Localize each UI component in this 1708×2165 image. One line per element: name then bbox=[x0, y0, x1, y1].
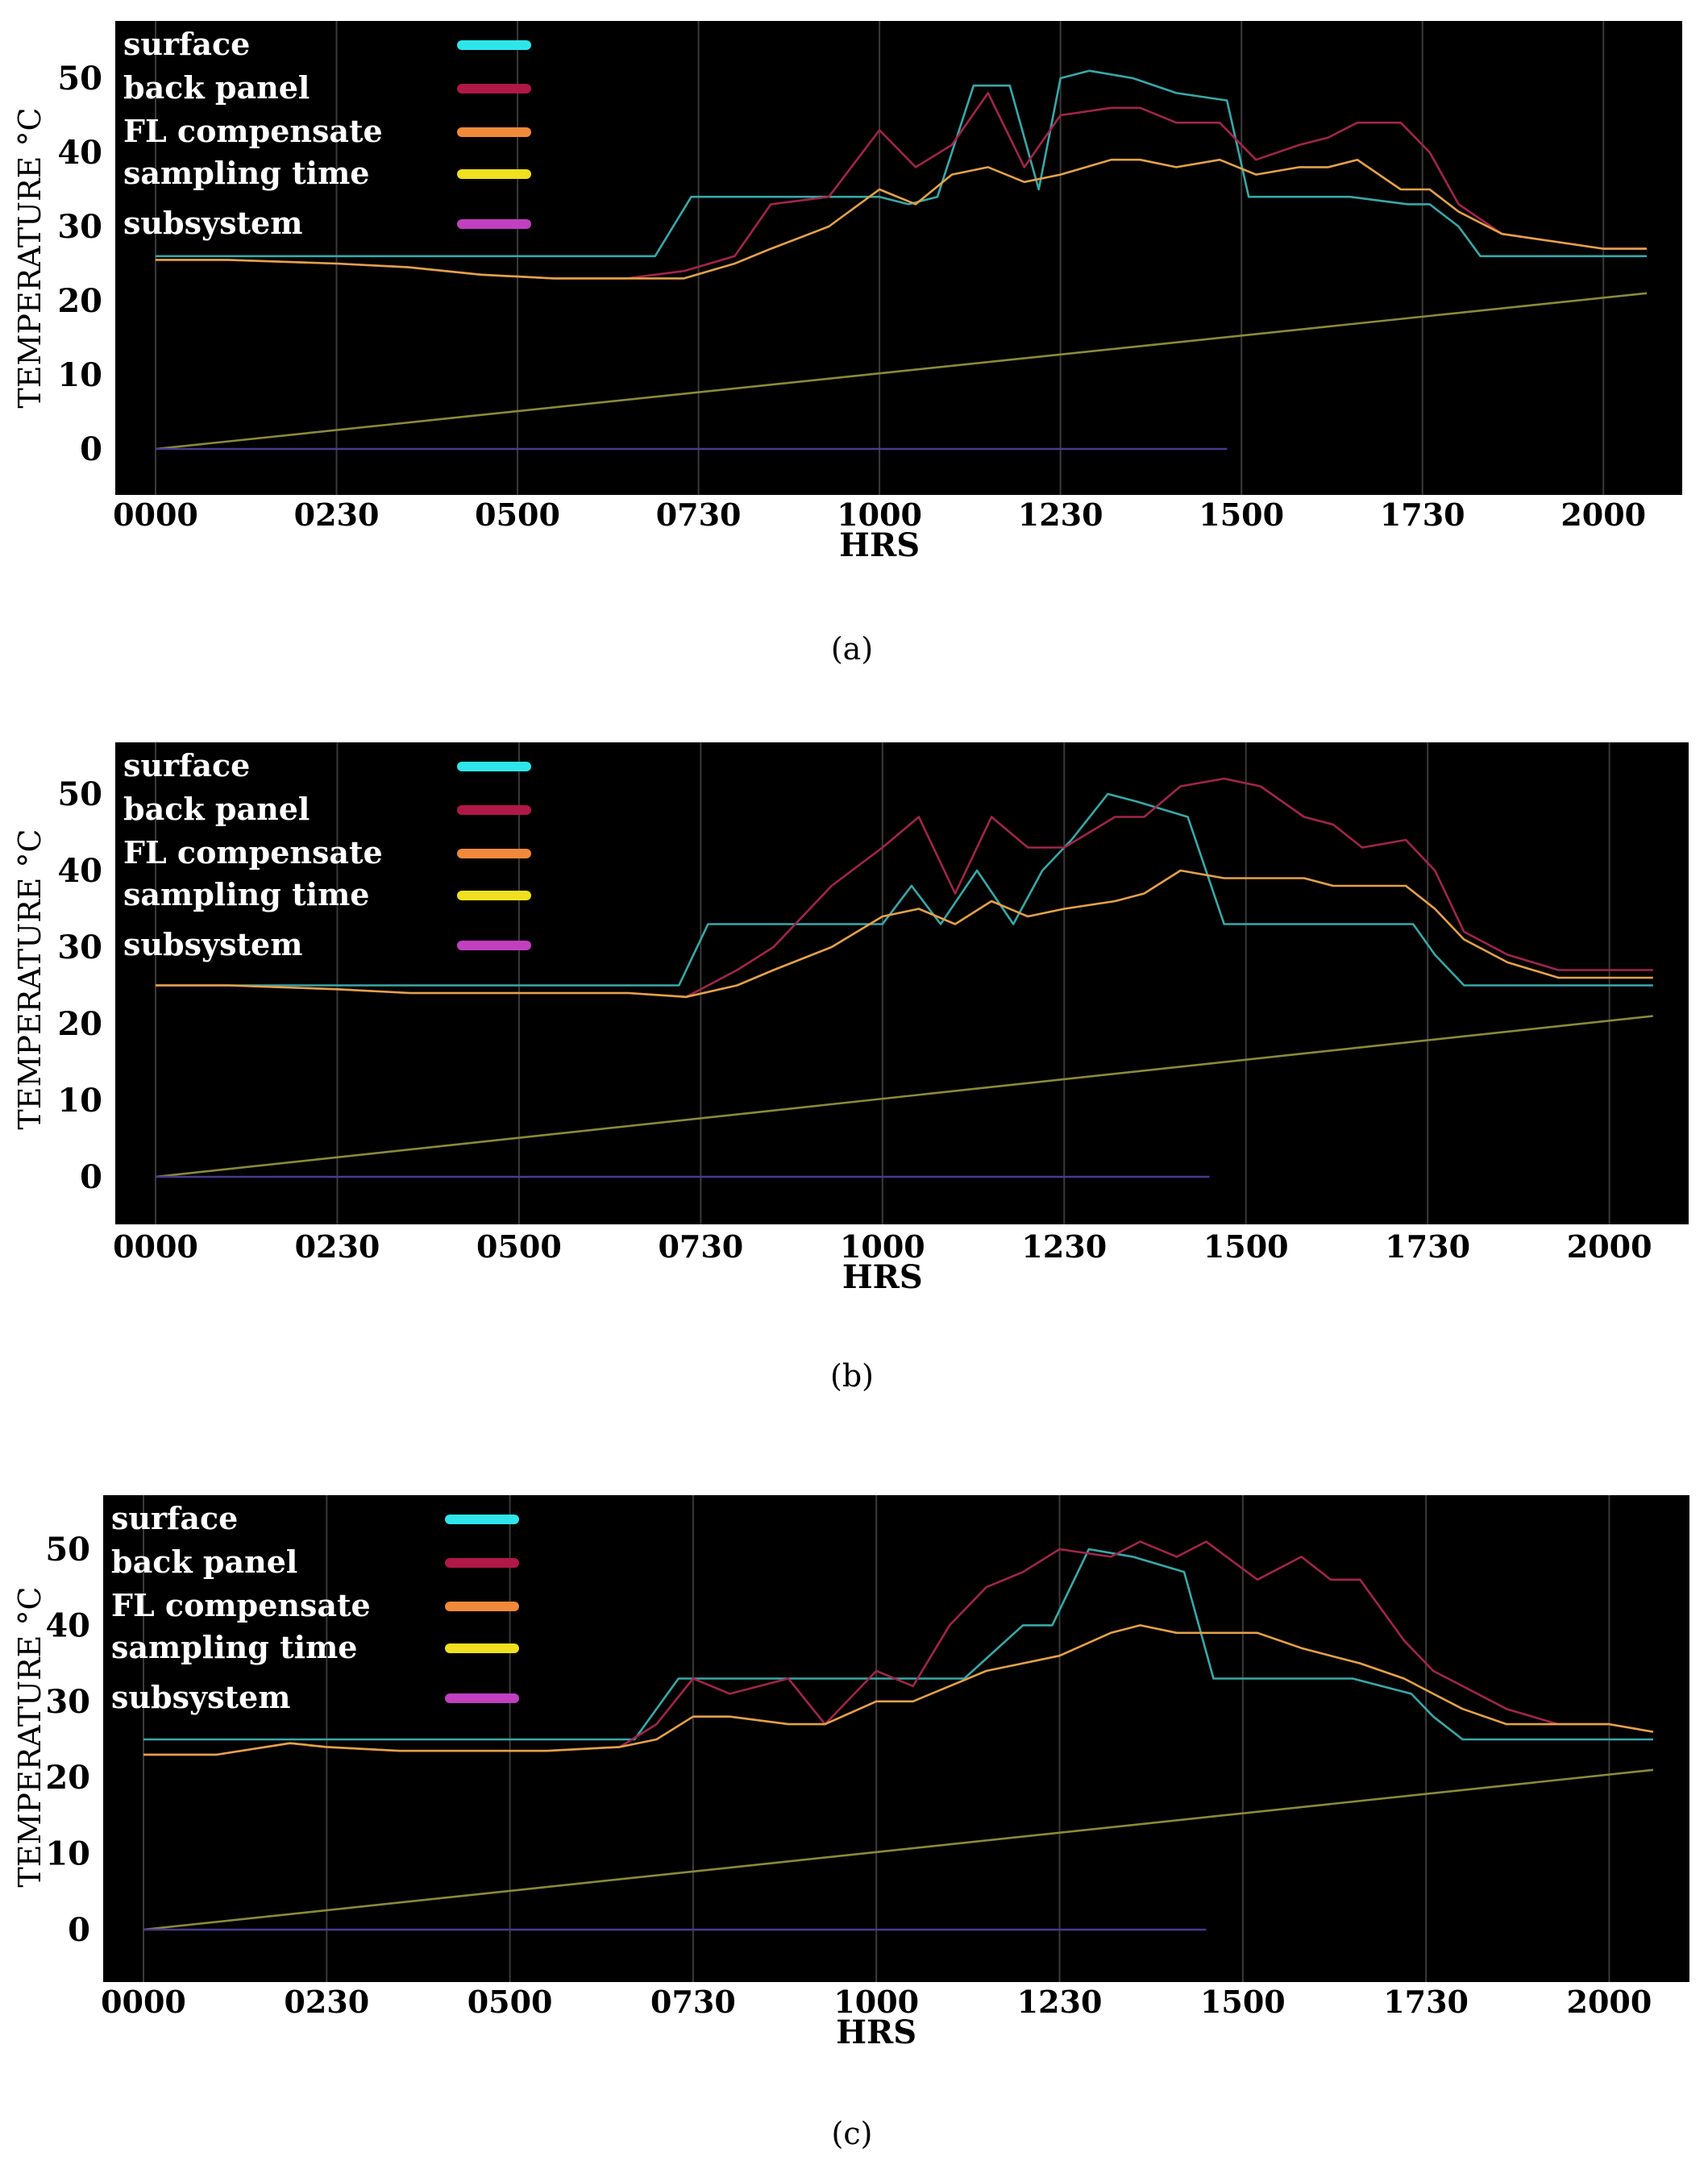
x-axis-label: HRS bbox=[836, 2013, 916, 2051]
x-tick-label: 0230 bbox=[284, 1984, 369, 2020]
y-axis-label: TEMPERATURE °C bbox=[12, 1586, 48, 1887]
x-tick-label: 0500 bbox=[476, 1228, 562, 1265]
x-tick-label: 2000 bbox=[1567, 1228, 1652, 1265]
x-tick-label: 1230 bbox=[1017, 1984, 1103, 2020]
series-group bbox=[155, 777, 1653, 1178]
x-tick-label: 2000 bbox=[1560, 497, 1646, 533]
x-tick-label: 1000 bbox=[840, 1228, 925, 1265]
x-axis-label: HRS bbox=[842, 1258, 923, 1296]
series-line-fl-compensate bbox=[156, 869, 1653, 999]
x-tick-label: 0000 bbox=[113, 497, 198, 533]
x-tick-label: 1500 bbox=[1199, 497, 1284, 533]
legend-label: back panel bbox=[123, 69, 310, 106]
legend: surface back panel FL compensate sampling t… bbox=[123, 26, 531, 241]
x-tick-label: 0500 bbox=[475, 497, 560, 533]
series-line-sampling-time bbox=[143, 1768, 1654, 1931]
x-tick-label: 1230 bbox=[1018, 497, 1103, 533]
y-tick-label: 0 bbox=[68, 1911, 90, 1949]
y-tick-label: 40 bbox=[45, 1606, 90, 1644]
legend-label: subsystem bbox=[123, 926, 302, 962]
y-tick-label: 20 bbox=[57, 1005, 102, 1043]
y-tick-label: 50 bbox=[45, 1531, 90, 1569]
x-tick-label: 0500 bbox=[468, 1984, 553, 2020]
legend-label: sampling time bbox=[123, 155, 369, 191]
legend-label: surface bbox=[111, 1500, 238, 1536]
y-tick-label: 10 bbox=[45, 1835, 90, 1873]
x-tick-label: 1000 bbox=[833, 1984, 919, 2020]
y-axis-label: TEMPERATURE °C bbox=[12, 107, 48, 408]
panel-caption: (a) bbox=[831, 631, 873, 667]
x-tick-label: 0230 bbox=[295, 1228, 380, 1265]
legend-label: sampling time bbox=[111, 1629, 357, 1665]
legend-label: subsystem bbox=[123, 205, 302, 241]
y-tick-label: 10 bbox=[57, 356, 102, 394]
y-tick-label: 40 bbox=[57, 852, 102, 890]
x-tick-label: 0730 bbox=[650, 1984, 736, 2020]
x-tick-label: 1500 bbox=[1200, 1984, 1286, 2020]
x-tick-label: 1730 bbox=[1385, 1228, 1470, 1265]
x-tick-label: 0230 bbox=[294, 497, 380, 533]
chart-panel-3: surface back panel FL compensate sampling t… bbox=[12, 1495, 1689, 2151]
series-line-fl-compensate bbox=[156, 158, 1648, 280]
x-tick-label: 1730 bbox=[1383, 1984, 1469, 2020]
y-tick-label: 30 bbox=[45, 1683, 90, 1721]
y-tick-label: 0 bbox=[80, 430, 102, 468]
x-tick-label: 0000 bbox=[101, 1984, 186, 2020]
x-tick-label: 0730 bbox=[658, 1228, 743, 1265]
series-line-sampling-time bbox=[155, 292, 1648, 451]
y-tick-label: 50 bbox=[57, 60, 102, 98]
x-tick-label: 1000 bbox=[837, 497, 922, 533]
series-line-sampling-time bbox=[155, 1015, 1653, 1178]
x-tick-label: 0000 bbox=[113, 1228, 198, 1265]
y-tick-label: 20 bbox=[57, 282, 102, 320]
panel-caption: (c) bbox=[832, 2116, 873, 2151]
legend-label: surface bbox=[123, 747, 250, 783]
panel-caption: (b) bbox=[830, 1358, 874, 1394]
x-tick-label: 1230 bbox=[1021, 1228, 1107, 1265]
y-axis-label: TEMPERATURE °C bbox=[12, 829, 48, 1129]
y-tick-label: 0 bbox=[80, 1158, 102, 1196]
legend-label: subsystem bbox=[111, 1679, 290, 1715]
y-tick-label: 50 bbox=[57, 775, 102, 813]
plot-background bbox=[115, 21, 1682, 495]
series-group bbox=[143, 1540, 1654, 1931]
y-tick-label: 30 bbox=[57, 208, 102, 246]
x-tick-label: 0730 bbox=[656, 497, 742, 533]
legend-label: FL compensate bbox=[123, 834, 383, 871]
plot-background bbox=[115, 742, 1689, 1224]
x-tick-label: 2000 bbox=[1567, 1984, 1652, 2020]
legend-label: FL compensate bbox=[123, 113, 383, 149]
y-tick-label: 20 bbox=[45, 1759, 90, 1797]
series-line-fl-compensate bbox=[143, 1624, 1654, 1756]
x-tick-label: 1500 bbox=[1203, 1228, 1289, 1265]
legend: surface back panel FL compensate sampling t… bbox=[123, 747, 531, 962]
legend-label: sampling time bbox=[123, 876, 369, 912]
series-line-surface bbox=[143, 1548, 1653, 1741]
x-tick-label: 1730 bbox=[1380, 497, 1465, 533]
legend-label: FL compensate bbox=[111, 1587, 371, 1623]
legend-label: back panel bbox=[123, 791, 310, 827]
legend-label: surface bbox=[123, 26, 250, 62]
series-line-surface bbox=[156, 69, 1648, 258]
legend: surface back panel FL compensate sampling t… bbox=[111, 1500, 519, 1715]
chart-panel-1: surface back panel FL compensate sampling t… bbox=[12, 21, 1682, 667]
series-group bbox=[155, 69, 1648, 451]
y-tick-label: 40 bbox=[57, 134, 102, 172]
legend-label: back panel bbox=[111, 1544, 297, 1580]
y-tick-label: 10 bbox=[57, 1082, 102, 1120]
x-axis-label: HRS bbox=[839, 526, 920, 564]
y-tick-label: 30 bbox=[57, 929, 102, 966]
chart-panel-2: surface back panel FL compensate sampling t… bbox=[12, 742, 1689, 1394]
